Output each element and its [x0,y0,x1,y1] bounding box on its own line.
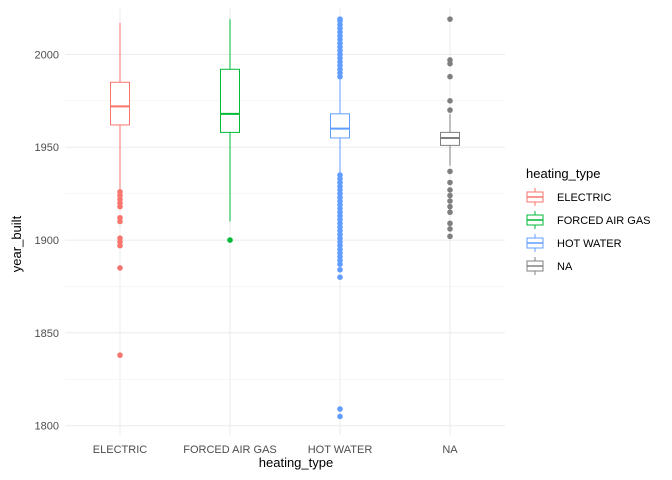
y-tick-label: 2000 [35,49,59,61]
legend-title: heating_type [526,166,600,181]
outlier-point [117,265,123,271]
outlier-point [337,274,343,280]
box-iqr [220,68,240,133]
x-tick-label: HOT WATER [308,444,373,456]
outlier-point [447,187,453,193]
outlier-point [447,98,453,104]
outlier-point [447,198,453,204]
outlier-point [447,107,453,113]
box-hot-water [330,16,350,420]
x-tick-label: FORCED AIR GAS [183,444,277,456]
legend-label: HOT WATER [557,238,622,250]
legend-item-electric: ELECTRIC [526,188,611,206]
legend-label: ELECTRIC [557,192,611,204]
y-tick-label: 1800 [35,421,59,433]
outlier-point [447,16,453,22]
outlier-point [447,209,453,216]
legend-label: FORCED AIR GAS [557,215,651,227]
outlier-point [337,413,343,420]
grid [65,8,505,435]
legend-label: NA [557,261,573,273]
x-axis-title: heating_type [259,455,333,470]
outlier-point [337,406,343,412]
outlier-point [447,179,453,186]
outlier-point [117,203,123,210]
legend: heating_type ELECTRIC FORCED AIR GAS HOT W… [526,166,651,275]
outlier-point [447,192,453,199]
y-tick-label: 1850 [35,328,59,340]
outlier-point [447,233,453,240]
box-forced-air-gas [220,19,240,243]
outlier-point [447,220,453,227]
boxplot-series [110,16,460,420]
outlier-point [447,60,453,67]
outlier-point [337,73,343,80]
box-iqr [110,81,130,126]
box-iqr [330,113,350,139]
x-tick-label: ELECTRIC [93,444,147,456]
outlier-point [227,237,233,243]
y-axis-title: year_built [9,215,24,272]
y-tick-label: 1900 [35,235,59,247]
outlier-point [447,168,453,175]
legend-item-na: NA [526,257,573,275]
box-electric [110,22,130,358]
outlier-point [447,226,453,232]
y-axis-ticks: 1800 1850 1900 1950 2000 [35,49,59,432]
outlier-point [447,203,453,210]
legend-item-hot-water: HOT WATER [526,234,622,252]
outlier-point [117,352,123,358]
y-tick-label: 1950 [35,142,59,154]
outlier-point [117,242,123,249]
outlier-point [447,73,453,80]
outlier-point [337,261,343,268]
outlier-point [337,266,343,273]
legend-item-forced-air-gas: FORCED AIR GAS [526,211,651,229]
x-axis-ticks: ELECTRIC FORCED AIR GAS HOT WATER NA [93,444,459,456]
box-na [440,16,460,240]
x-tick-label: NA [442,444,458,456]
outlier-point [117,218,123,225]
